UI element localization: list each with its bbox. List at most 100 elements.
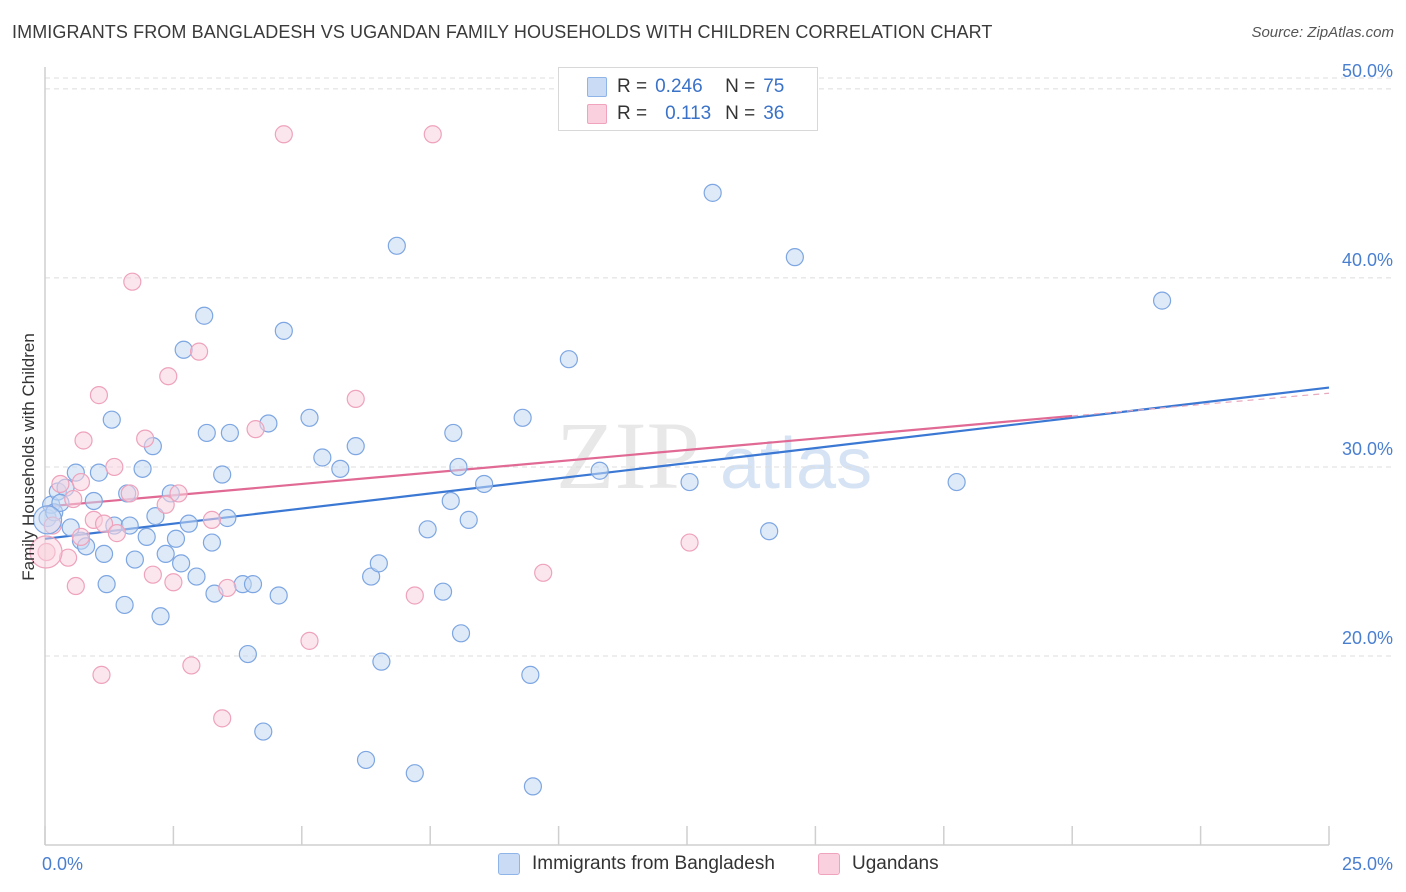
legend-swatch-ugandans xyxy=(587,104,607,124)
legend-r-value: 0.246 xyxy=(655,76,703,97)
point-bangladesh xyxy=(387,236,406,255)
point-ugandans xyxy=(213,709,232,728)
point-bangladesh xyxy=(444,423,463,443)
point-bangladesh xyxy=(151,607,170,626)
point-bangladesh xyxy=(451,624,471,643)
point-bangladesh xyxy=(125,550,144,569)
point-bangladesh xyxy=(84,491,103,511)
y-tick-label: 30.0% xyxy=(1342,439,1393,459)
point-bangladesh xyxy=(405,764,424,783)
watermark-atlas: atlas xyxy=(720,424,872,504)
point-bangladesh xyxy=(1152,291,1172,310)
bottom-legend-label-ugandans: Ugandans xyxy=(852,853,939,874)
point-bangladesh xyxy=(238,644,257,664)
point-ugandans xyxy=(202,510,222,529)
point-bangladesh xyxy=(89,463,109,482)
legend-n-value: 75 xyxy=(763,76,785,97)
x-tick-label: 25.0% xyxy=(1342,854,1393,874)
point-ugandans xyxy=(71,527,91,546)
point-ugandans xyxy=(182,656,201,675)
point-ugandans xyxy=(94,514,114,533)
point-bangladesh xyxy=(513,408,532,427)
y-tick-label: 40.0% xyxy=(1342,250,1393,270)
point-bangladesh xyxy=(433,582,453,601)
point-bangladesh xyxy=(331,459,350,478)
point-ugandans xyxy=(405,586,424,605)
point-ugandans xyxy=(51,474,70,494)
point-ugandans xyxy=(105,457,124,477)
point-bangladesh xyxy=(137,527,156,546)
point-bangladesh xyxy=(179,514,198,533)
legend-r-value: 0.113 xyxy=(665,103,712,124)
data-points xyxy=(29,125,1172,796)
legend-n-label: N = xyxy=(725,76,756,97)
point-bangladesh xyxy=(213,465,232,484)
point-ugandans xyxy=(159,367,178,386)
legend-row-ugandans: R = 0.113 N = 36 xyxy=(587,101,784,127)
point-ugandans xyxy=(29,535,63,569)
y-axis-label: Family Households with Children xyxy=(19,333,38,581)
trend-line-bangladesh xyxy=(44,386,1330,540)
legend-r-label: R = xyxy=(617,76,648,97)
trend-lines xyxy=(44,386,1330,540)
point-bangladesh xyxy=(220,423,239,443)
point-bangladesh xyxy=(346,437,365,456)
point-bangladesh xyxy=(703,183,722,202)
trend-line-ugandans-extension xyxy=(1072,392,1330,417)
legend-n-label: N = xyxy=(725,103,756,124)
point-bangladesh xyxy=(197,423,216,443)
y-tick-label: 20.0% xyxy=(1342,628,1393,648)
chart-title: IMMIGRANTS FROM BANGLADESH VS UGANDAN FA… xyxy=(12,22,993,42)
point-bangladesh xyxy=(449,457,468,477)
bottom-legend-swatch-bangladesh xyxy=(498,853,520,875)
bottom-legend-swatch-ugandans xyxy=(818,853,840,875)
point-bangladesh xyxy=(785,248,804,267)
point-bangladesh xyxy=(97,575,116,594)
point-ugandans xyxy=(136,429,155,448)
bottom-legend-label-bangladesh: Immigrants from Bangladesh xyxy=(532,853,775,874)
point-ugandans xyxy=(66,576,85,596)
point-bangladesh xyxy=(187,567,206,586)
point-bangladesh xyxy=(947,472,966,492)
point-bangladesh xyxy=(115,595,134,615)
point-bangladesh xyxy=(274,321,293,340)
point-bangladesh xyxy=(195,306,214,325)
point-bangladesh xyxy=(174,340,193,359)
point-ugandans xyxy=(218,578,237,598)
point-bangladesh xyxy=(146,506,165,526)
point-bangladesh xyxy=(418,520,437,539)
point-bangladesh xyxy=(313,448,332,467)
point-bangladesh xyxy=(372,652,391,671)
point-bangladesh xyxy=(156,544,175,564)
legend-row-bangladesh: R = 0.246 N = 75 xyxy=(587,74,784,100)
legend-swatch-bangladesh xyxy=(587,77,607,97)
legend-r-label: R = xyxy=(617,103,648,124)
point-ugandans xyxy=(92,665,111,684)
point-bangladesh xyxy=(243,575,263,594)
point-bangladesh xyxy=(254,722,273,741)
axis-labels: Family Households with Children 20.0% 30.… xyxy=(19,61,1393,874)
stats-legend: R = 0.246 N = 75 R = 0.113 N = 36 xyxy=(558,67,818,131)
point-bangladesh xyxy=(300,408,319,427)
point-ugandans xyxy=(120,484,139,503)
point-ugandans xyxy=(189,342,209,361)
legend-n-value: 36 xyxy=(763,103,785,124)
point-ugandans xyxy=(300,631,319,650)
point-bangladesh xyxy=(523,777,543,796)
point-bangladesh xyxy=(172,554,191,573)
watermark: ZIP atlas xyxy=(556,402,872,509)
point-bangladesh xyxy=(356,750,376,770)
point-bangladesh xyxy=(459,510,478,529)
point-bangladesh xyxy=(590,461,609,480)
point-bangladesh xyxy=(102,410,121,429)
point-bangladesh xyxy=(760,522,779,541)
point-bangladesh xyxy=(166,529,186,548)
point-ugandans xyxy=(143,565,162,584)
point-ugandans xyxy=(274,125,293,144)
trend-line-ugandans xyxy=(44,414,1073,508)
source-label: Source: ZipAtlas.com xyxy=(1251,24,1394,41)
point-ugandans xyxy=(169,484,188,503)
point-bangladesh xyxy=(202,533,222,552)
point-ugandans xyxy=(123,272,142,291)
gridlines xyxy=(45,77,1392,657)
